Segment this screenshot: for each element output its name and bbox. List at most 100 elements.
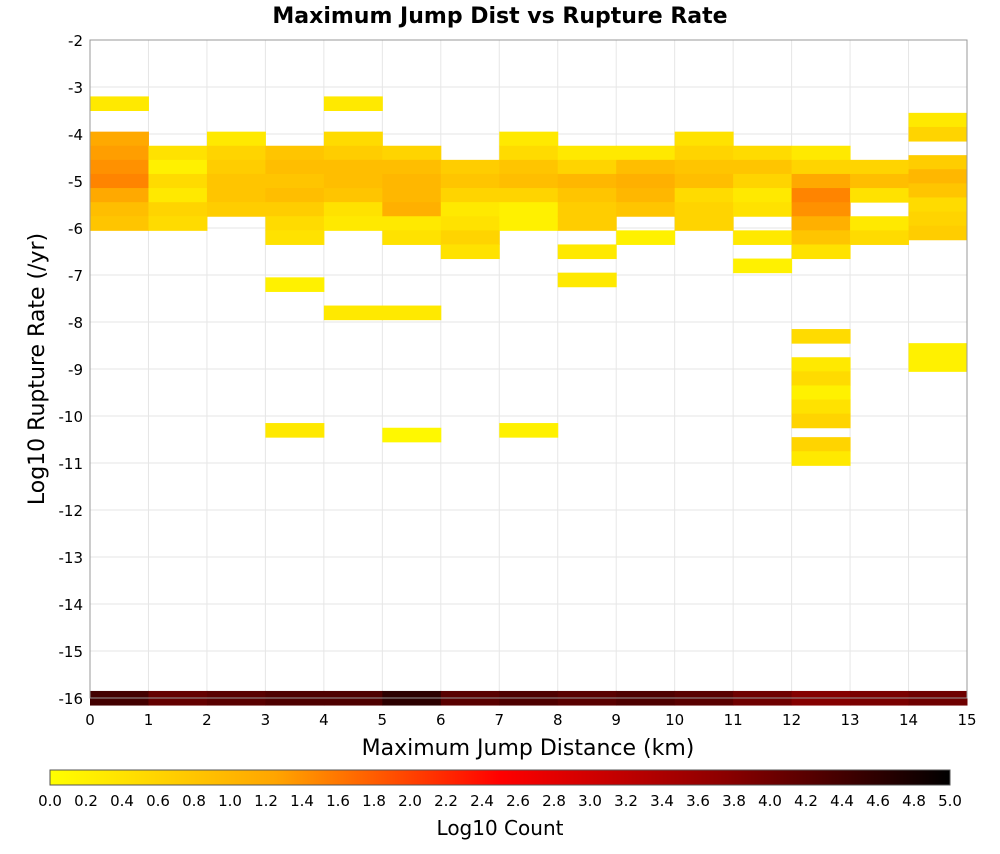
- heatmap-cell: [674, 188, 734, 203]
- heatmap-cell: [323, 159, 383, 175]
- heatmap-cell: [499, 145, 559, 161]
- x-tick-label: 5: [378, 711, 388, 729]
- x-tick-label: 15: [957, 711, 976, 729]
- heatmap-cell: [557, 159, 617, 175]
- heatmap-cell: [90, 188, 149, 203]
- colorbar-label: Log10 Count: [437, 816, 564, 840]
- x-tick-label: 11: [724, 711, 743, 729]
- y-tick-label: -7: [68, 267, 83, 285]
- colorbar-tick-label: 5.0: [938, 792, 962, 810]
- heatmap-cell: [733, 202, 793, 217]
- x-tick-label: 0: [85, 711, 95, 729]
- heatmap-cell: [499, 188, 559, 203]
- colorbar-tick-label: 3.6: [686, 792, 710, 810]
- heatmap-cell: [382, 216, 442, 231]
- x-tick-label: 3: [261, 711, 271, 729]
- x-tick-label: 2: [202, 711, 212, 729]
- heatmap-cell: [148, 216, 208, 231]
- heatmap-cell: [908, 169, 968, 184]
- x-tick-label: 7: [494, 711, 504, 729]
- heatmap-cell: [265, 216, 325, 231]
- heatmap-cell: [616, 173, 676, 189]
- heatmap-cell: [206, 145, 266, 161]
- y-tick-label: -11: [59, 455, 84, 473]
- heatmap-cell: [90, 96, 149, 111]
- x-tick-label: 12: [782, 711, 801, 729]
- heatmap-cell: [148, 202, 208, 217]
- x-tick-label: 10: [665, 711, 684, 729]
- heatmap-cell: [90, 173, 149, 189]
- heatmap-cell: [148, 145, 208, 161]
- heatmap-cell: [674, 145, 734, 161]
- heatmap-cell: [440, 202, 500, 217]
- heatmap-cell: [499, 202, 559, 217]
- heatmap-cell: [850, 159, 910, 175]
- heatmap-cell: [791, 357, 851, 372]
- heatmap-cell: [323, 216, 383, 231]
- heatmap-cell: [674, 131, 734, 147]
- heatmap-cell: [791, 202, 851, 217]
- colorbar-tick-label: 4.4: [830, 792, 854, 810]
- heatmap-cell: [791, 385, 851, 401]
- heatmap-cell: [733, 258, 793, 274]
- heatmap-cell: [616, 145, 676, 161]
- x-tick-labels: 0 1 2 3 4 5 6 7 8 9 10 11 12 13 14 15: [85, 711, 976, 729]
- y-tick-label: -5: [68, 173, 83, 191]
- heatmap-cell: [499, 159, 559, 175]
- heatmap-cell: [791, 399, 851, 415]
- heatmap-cell: [674, 173, 734, 189]
- colorbar: [49, 769, 951, 786]
- x-tick-label: 9: [611, 711, 621, 729]
- heatmap-cell: [440, 188, 500, 203]
- heatmap-cell: [674, 202, 734, 217]
- heatmap-cell: [908, 357, 968, 372]
- heatmap-cell: [440, 216, 500, 231]
- heatmap-cell: [323, 131, 383, 147]
- x-axis-label: Maximum Jump Distance (km): [362, 736, 695, 761]
- heatmap-cell: [382, 159, 442, 175]
- colorbar-tick-label: 4.0: [758, 792, 782, 810]
- heatmap-cell: [499, 131, 559, 147]
- heatmap-cell: [850, 173, 910, 189]
- heatmap-cell: [382, 145, 442, 161]
- heatmap-cell: [265, 173, 325, 189]
- plot-border: [89, 39, 968, 699]
- colorbar-tick-label: 1.6: [326, 792, 350, 810]
- colorbar-tick-label: 2.4: [470, 792, 494, 810]
- heatmap-cells: [90, 96, 968, 706]
- heatmap-cell: [616, 202, 676, 217]
- y-tick-label: -2: [68, 32, 83, 50]
- heatmap-cell: [148, 159, 208, 175]
- y-tick-label: -6: [68, 220, 83, 238]
- heatmap-cell: [616, 188, 676, 203]
- heatmap-cell: [557, 188, 617, 203]
- heatmap-cell: [557, 244, 617, 260]
- heatmap-cell: [791, 437, 851, 452]
- heatmap-cell: [908, 197, 968, 213]
- x-tick-label: 13: [841, 711, 860, 729]
- x-tick-label: 4: [319, 711, 329, 729]
- heatmap-cell: [908, 112, 968, 128]
- heatmap-cell: [850, 216, 910, 231]
- heatmap-cell: [265, 277, 325, 292]
- colorbar-tick-label: 4.2: [794, 792, 818, 810]
- y-tick-label: -12: [59, 502, 84, 520]
- colorbar-tick-label: 1.2: [254, 792, 278, 810]
- y-tick-label: -14: [59, 596, 84, 614]
- heatmap-cell: [908, 225, 968, 241]
- colorbar-tick-label: 4.8: [902, 792, 926, 810]
- heatmap-cell: [323, 96, 383, 111]
- heatmap-cell: [557, 145, 617, 161]
- heatmap-cell: [265, 230, 325, 245]
- heatmap-cell: [674, 159, 734, 175]
- heatmap-cell: [90, 159, 149, 175]
- x-tick-label: 1: [144, 711, 154, 729]
- colorbar-tick-label: 1.8: [362, 792, 386, 810]
- colorbar-tick-label: 1.0: [218, 792, 242, 810]
- colorbar-tick-label: 0.0: [38, 792, 62, 810]
- heatmap-cell: [557, 216, 617, 231]
- colorbar-tick-label: 2.2: [434, 792, 458, 810]
- heatmap-cell: [382, 173, 442, 189]
